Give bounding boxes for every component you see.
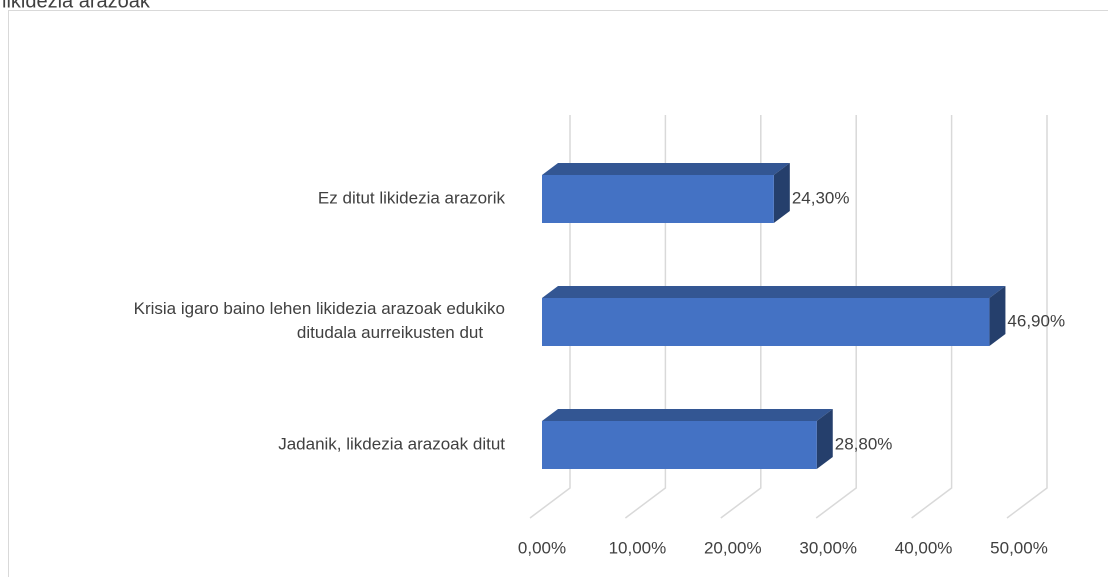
category-label-line: Krisia igaro baino lehen likidezia arazo… <box>134 299 505 318</box>
chart-title: likidezia arazoak <box>2 0 151 12</box>
bar-side <box>989 286 1006 346</box>
x-tick-label: 30,00% <box>799 538 857 557</box>
grid-line <box>911 115 953 519</box>
bar <box>542 286 1006 346</box>
bar-side <box>773 163 790 223</box>
category-label: Ez ditut likidezia arazorik <box>318 188 506 207</box>
category-label: Krisia igaro baino lehen likidezia arazo… <box>134 299 505 342</box>
bar <box>542 163 790 223</box>
bar <box>542 409 833 469</box>
grid-line <box>815 115 857 519</box>
bar-front <box>542 421 817 469</box>
bar-top <box>542 409 833 421</box>
x-tick-label: 50,00% <box>990 538 1048 557</box>
data-label: 46,90% <box>1007 311 1065 330</box>
chart-frame <box>8 10 1108 577</box>
data-label: 28,80% <box>835 434 893 453</box>
grid-line <box>624 115 667 519</box>
category-label-line: ditudala aurreikusten dut <box>297 323 483 342</box>
x-tick-label: 0,00% <box>518 538 566 557</box>
bar-front <box>542 175 774 223</box>
bar-top <box>542 286 1006 298</box>
data-label: 24,30% <box>792 188 850 207</box>
bar-front <box>542 298 990 346</box>
x-tick-label: 20,00% <box>704 538 762 557</box>
bar-side <box>816 409 833 469</box>
x-tick-label: 10,00% <box>609 538 667 557</box>
category-label: Jadanik, likdezia arazoak ditut <box>278 434 505 453</box>
grid-line <box>1006 115 1048 519</box>
x-tick-label: 40,00% <box>895 538 953 557</box>
bar-top <box>542 163 790 175</box>
grid-line <box>529 115 571 519</box>
grid-line <box>720 115 762 519</box>
